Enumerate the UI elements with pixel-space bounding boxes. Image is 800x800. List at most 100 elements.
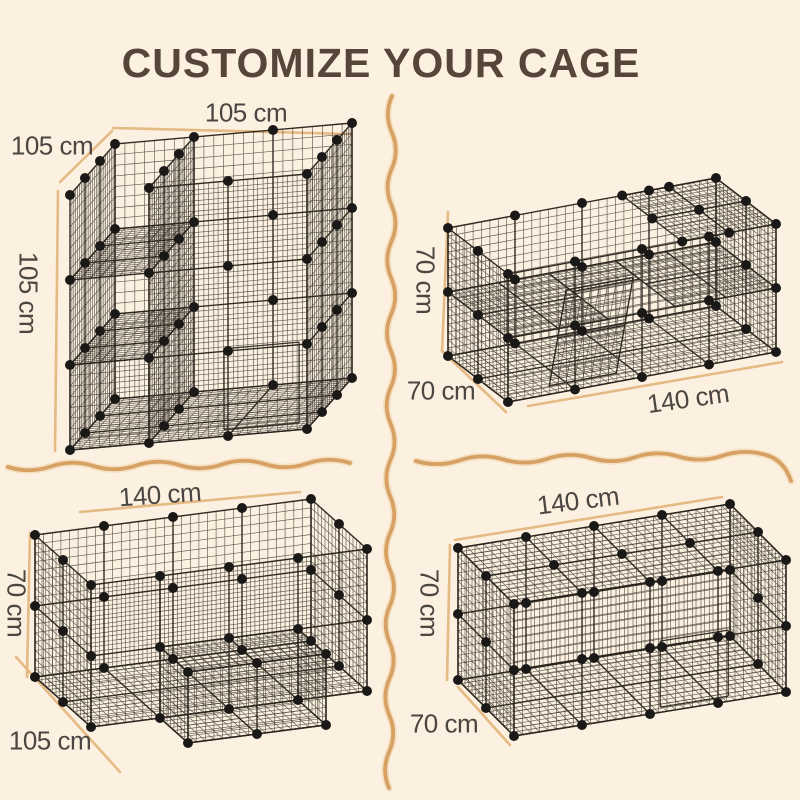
connector-ball <box>509 665 519 675</box>
connector-ball <box>110 139 120 149</box>
cage3-width-dimension-line <box>78 490 302 514</box>
connector-ball <box>30 672 40 682</box>
connector-ball <box>473 310 483 320</box>
connector-ball <box>332 390 342 400</box>
connector-ball <box>771 283 781 293</box>
cage1-width-dimension-line <box>111 126 352 136</box>
connector-ball <box>753 593 763 603</box>
cage1-depth-dimension-line <box>58 129 114 184</box>
connector-ball <box>644 185 654 196</box>
connector-ball <box>268 125 278 135</box>
connector-ball <box>711 301 721 311</box>
connector-ball <box>237 574 247 584</box>
connector-ball <box>155 571 165 581</box>
connector-ball <box>58 555 68 565</box>
connector-ball <box>237 645 247 655</box>
cage4-width-dimension-line <box>453 495 724 542</box>
quadrant-dividers <box>4 92 795 792</box>
connector-ball <box>347 203 357 213</box>
connector-ball <box>589 587 599 597</box>
connector-ball <box>617 549 627 559</box>
connector-ball <box>174 319 184 329</box>
connector-ball <box>570 384 580 395</box>
connector-ball <box>306 636 316 646</box>
cage3-height-label: 70 cm <box>1 568 32 638</box>
connector-ball <box>223 176 233 186</box>
connector-ball <box>503 269 513 279</box>
connector-ball <box>65 445 75 455</box>
connector-ball <box>159 166 169 176</box>
connector-ball <box>503 397 513 407</box>
connector-ball <box>95 156 105 166</box>
connector-ball <box>577 326 587 336</box>
panel-frame <box>297 628 327 726</box>
connector-ball <box>711 173 721 183</box>
connector-ball <box>647 213 658 224</box>
connector-ball <box>645 577 655 587</box>
connector-ball <box>252 729 262 739</box>
connector-ball <box>677 236 688 247</box>
connector-ball <box>657 510 667 520</box>
connector-ball <box>252 658 262 668</box>
connector-ball <box>473 374 483 384</box>
connector-ball <box>685 538 695 548</box>
connector-ball <box>80 428 90 438</box>
connector-ball <box>347 288 357 298</box>
connector-ball <box>293 695 303 705</box>
connector-ball <box>549 560 559 570</box>
connector-ball <box>332 220 342 230</box>
connector-ball <box>509 731 519 741</box>
connector-ball <box>453 543 463 553</box>
cage4-depth-label: 70 cm <box>409 708 479 739</box>
connector-ball <box>645 643 655 653</box>
connector-ball <box>781 621 791 631</box>
connector-ball <box>589 521 599 531</box>
cage3-width-label: 140 cm <box>117 476 203 513</box>
panel-frame <box>548 260 640 293</box>
panel-frame <box>69 221 195 281</box>
connector-ball <box>237 503 247 513</box>
connector-ball <box>521 598 531 608</box>
connector-ball <box>725 565 735 575</box>
cage3-height-dimension-line <box>25 531 32 679</box>
connector-ball <box>174 234 184 244</box>
connector-ball <box>725 631 735 641</box>
panel-frame <box>159 646 189 744</box>
connector-ball <box>317 322 327 332</box>
cage1-width-label: 105 cm <box>204 97 288 128</box>
connector-ball <box>86 580 96 590</box>
connector-ball <box>473 246 483 256</box>
connector-ball <box>334 590 344 600</box>
connector-ball <box>453 609 463 619</box>
connector-ball <box>302 339 312 349</box>
connector-ball <box>781 687 791 697</box>
connector-ball <box>321 720 331 730</box>
connector-ball <box>189 302 199 312</box>
connector-ball <box>317 237 327 247</box>
cage2-depth-label: 70 cm <box>406 375 476 406</box>
connector-ball <box>302 169 312 179</box>
dimension-lines <box>14 126 784 774</box>
connector-ball <box>159 421 169 431</box>
connector-ball <box>443 351 453 361</box>
two-tier-ramp-cage-illustration <box>443 173 781 407</box>
divider-horizontal-right-wavy-line <box>414 450 793 483</box>
connector-ball <box>110 309 120 319</box>
connector-ball <box>694 204 705 215</box>
connector-ball <box>510 274 520 285</box>
connector-ball <box>637 308 647 318</box>
divider-horizontal-left-wavy-line <box>6 457 352 473</box>
connector-ball <box>293 624 303 634</box>
connector-ball <box>30 530 40 540</box>
connector-ball <box>332 135 342 145</box>
connector-ball <box>110 224 120 234</box>
connector-ball <box>306 565 316 575</box>
connector-ball <box>144 438 154 448</box>
connector-ball <box>159 251 169 261</box>
cage4-height-label: 70 cm <box>414 568 445 638</box>
connector-ball <box>362 544 372 554</box>
cage4-height-dimension-line <box>445 543 452 682</box>
connector-ball <box>704 231 714 242</box>
connector-ball <box>577 654 587 664</box>
connector-ball <box>224 633 234 643</box>
